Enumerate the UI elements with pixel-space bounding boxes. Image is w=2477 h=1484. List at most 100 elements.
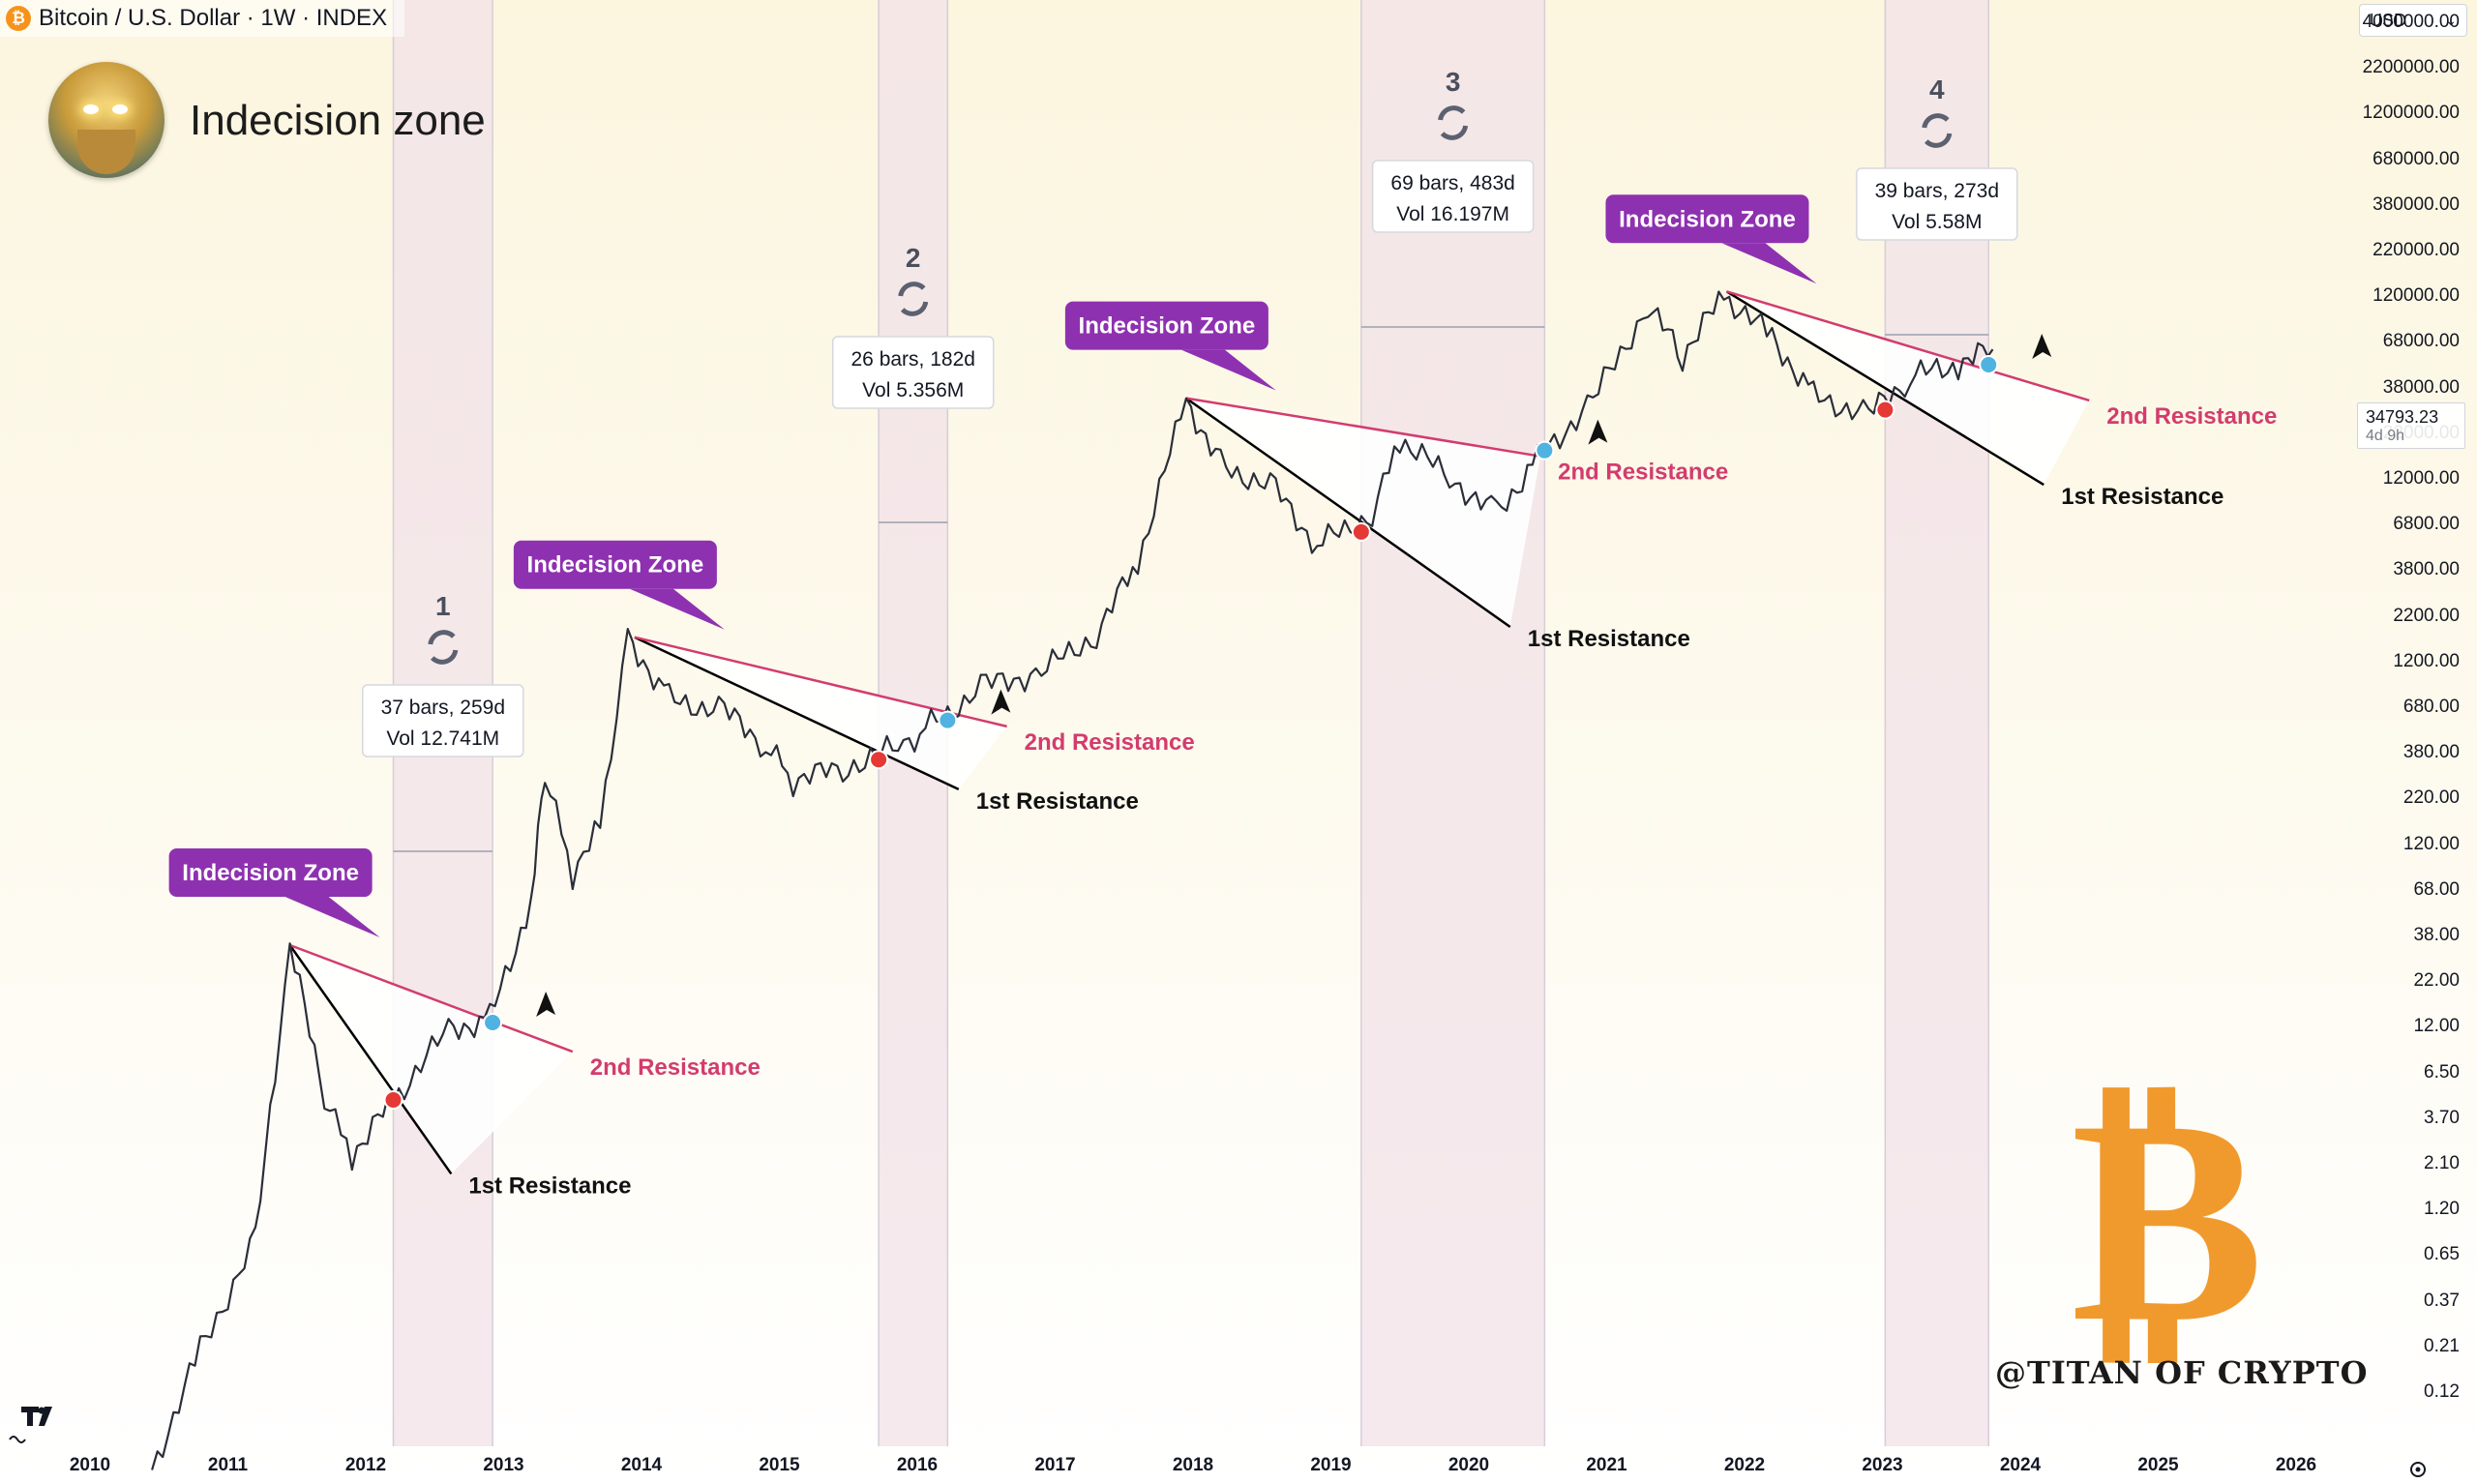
callout-text: Indecision Zone <box>1619 206 1796 232</box>
refresh-icon <box>1922 113 1953 148</box>
callout-text: Indecision Zone <box>1079 313 1256 340</box>
bitcoin-icon: ₿ <box>6 6 31 31</box>
refresh-arc-top <box>898 282 926 297</box>
zone-fill-3 <box>1185 398 1541 628</box>
stats-bars-days: 69 bars, 483d <box>1390 172 1514 194</box>
support-cross-marker <box>869 750 889 770</box>
cycle-number: 3 <box>1446 67 1461 97</box>
cursor-arrow-icon <box>2032 333 2052 359</box>
time-tick-label: 2011 <box>207 1455 249 1475</box>
callout-pointer <box>1180 349 1276 391</box>
price-tick-label: 38000.00 <box>2382 376 2460 398</box>
time-tick-label: 2026 <box>2275 1455 2317 1475</box>
author-avatar <box>48 62 164 178</box>
cursor-arrow-icon <box>1588 419 1608 445</box>
stats-bars-days: 37 bars, 259d <box>381 697 505 719</box>
symbol-header[interactable]: ₿ Bitcoin / U.S. Dollar · 1W · INDEX <box>0 0 405 37</box>
time-tick-label: 2015 <box>759 1455 800 1475</box>
indecision-callout: Indecision Zone <box>1605 194 1817 284</box>
cursor-arrow-icon <box>536 992 556 1017</box>
price-tick-label: 680.00 <box>2402 697 2460 717</box>
price-tick-label: 120000.00 <box>2373 285 2460 307</box>
breakout-marker <box>483 1013 503 1032</box>
time-tick-label: 2019 <box>1310 1455 1352 1475</box>
time-tick-label: 2014 <box>620 1455 663 1475</box>
currency-select[interactable]: USD ⌄ <box>2359 4 2467 37</box>
price-tick-label: 3800.00 <box>2393 559 2460 580</box>
callout-text: Indecision Zone <box>527 552 704 579</box>
range-stats-box: 39 bars, 273d Vol 5.58M <box>1856 167 2018 241</box>
price-series-line <box>151 290 1994 1470</box>
resistance-1-label: 1st Resistance <box>1528 626 1690 652</box>
time-tick-label: 2023 <box>1862 1455 1903 1475</box>
stats-box-bg <box>1371 160 1535 233</box>
chevron-down-icon: ⌄ <box>2445 12 2457 28</box>
stats-bars-days: 26 bars, 182d <box>851 348 975 371</box>
callout-box <box>513 540 717 589</box>
price-tick-label: 6800.00 <box>2393 514 2460 535</box>
bar-countdown: 4d 9h <box>2366 428 2405 444</box>
price-tick-label: 12.00 <box>2413 1016 2460 1037</box>
refresh-arc-bottom <box>430 649 459 665</box>
time-tick-label: 2016 <box>896 1455 939 1475</box>
refresh-arc-bottom <box>900 301 929 316</box>
settings-gear-icon[interactable] <box>2407 1459 2429 1480</box>
indecision-callout: Indecision Zone <box>168 848 380 938</box>
price-tick-label: 6.50 <box>2424 1061 2460 1083</box>
price-tick-label: 0.37 <box>2424 1290 2460 1311</box>
cycle-number: 4 <box>1929 74 1945 104</box>
resistance-2-label: 2nd Resistance <box>1025 729 1195 756</box>
price-tick-label: 1200.00 <box>2393 650 2460 671</box>
zone-fill-1 <box>289 945 573 1174</box>
refresh-arc-bottom <box>1924 133 1953 148</box>
price-tick-label: 4000000.00 <box>2362 12 2460 32</box>
price-tick-label: 3.70 <box>2424 1107 2460 1128</box>
time-tick-label: 2010 <box>69 1455 111 1475</box>
price-tick-label: 0.12 <box>2424 1381 2460 1402</box>
time-tick-label: 2020 <box>1447 1455 1490 1475</box>
price-tick-label: 2200000.00 <box>2362 57 2460 78</box>
support-cross-marker <box>383 1089 403 1110</box>
stats-box-bg <box>362 684 524 757</box>
resistance-1-line <box>288 944 453 1175</box>
avatar-eye-left <box>83 104 99 114</box>
price-tick-label: 2200.00 <box>2393 605 2460 626</box>
tradingview-logo-icon[interactable] <box>8 1401 60 1445</box>
time-tick-label: 2013 <box>483 1455 524 1475</box>
callout-text: Indecision Zone <box>182 860 359 886</box>
stats-volume: Vol 12.741M <box>386 727 499 750</box>
refresh-arc-top <box>428 630 456 645</box>
time-tick-label: 2025 <box>2137 1455 2179 1475</box>
cycle-highlight-3 <box>1360 0 1545 1446</box>
currency-value: USD <box>2370 10 2407 30</box>
price-tick-label: 380.00 <box>2402 742 2460 763</box>
indecision-callout: Indecision Zone <box>513 540 725 630</box>
last-price-value: 34793.23 <box>2366 407 2439 427</box>
range-stats-box: 26 bars, 182d Vol 5.356M <box>831 336 995 409</box>
support-cross-marker <box>1875 400 1895 420</box>
cycle-number: 1 <box>435 591 451 621</box>
breakout-marker <box>938 710 958 730</box>
cursor-arrow-icon <box>991 689 1011 715</box>
time-tick-label: 2024 <box>1999 1455 2042 1475</box>
stats-box-bg <box>1856 167 2018 241</box>
author-watermark: @TITAN OF CRYPTO <box>1995 1354 2369 1391</box>
support-cross-marker <box>1351 521 1371 542</box>
resistance-2-line <box>289 943 574 1054</box>
range-stats-box: 69 bars, 483d Vol 16.197M <box>1371 160 1535 233</box>
resistance-2-line <box>1185 397 1541 458</box>
resistance-1-line <box>634 636 960 791</box>
time-tick-label: 2012 <box>344 1455 387 1475</box>
range-stats-box: 37 bars, 259d Vol 12.741M <box>362 684 524 757</box>
price-tick-label: 0.65 <box>2424 1244 2460 1265</box>
stats-volume: Vol 5.356M <box>862 379 964 401</box>
price-tick-label: 68000.00 <box>2382 331 2460 352</box>
refresh-arc-top <box>1922 113 1950 129</box>
symbol-title: Bitcoin / U.S. Dollar · 1W · INDEX <box>39 5 388 31</box>
refresh-arc-top <box>1438 105 1466 121</box>
callout-box <box>168 848 373 898</box>
callout-pointer <box>1721 243 1817 284</box>
price-tick-label: 22.00 <box>2413 970 2460 992</box>
price-tick-label: 1200000.00 <box>2362 103 2460 124</box>
